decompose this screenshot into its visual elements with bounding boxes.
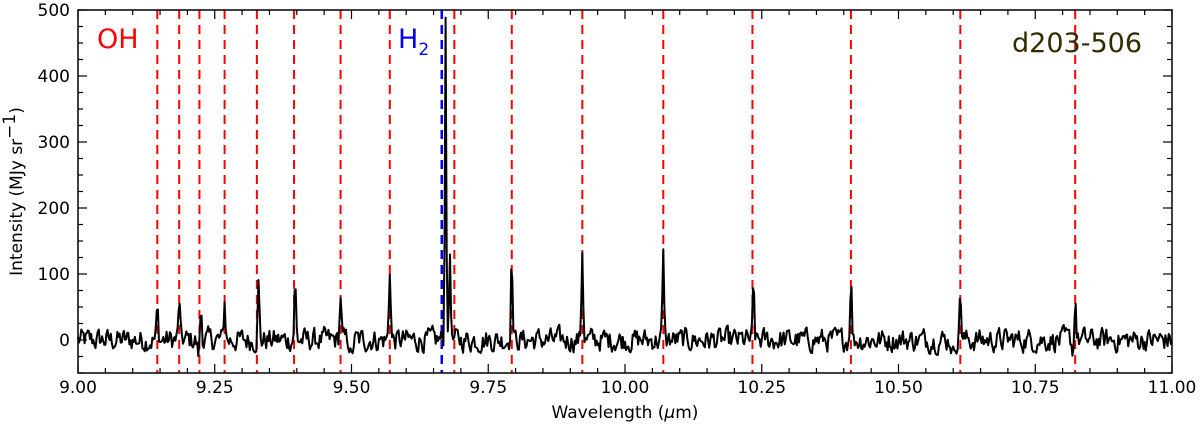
source-label: d203-506 xyxy=(1012,28,1142,59)
x-tick-label: 10.75 xyxy=(1011,378,1060,398)
x-tick-label: 9.75 xyxy=(469,378,507,398)
x-tick-label: 10.50 xyxy=(874,378,923,398)
y-tick-label: 200 xyxy=(38,199,70,219)
y-tick-label: 500 xyxy=(38,1,70,21)
x-tick-label: 9.25 xyxy=(196,378,234,398)
h2-label: H2 xyxy=(398,24,429,60)
x-tick-label: 11.00 xyxy=(1148,378,1197,398)
x-axis-label: Wavelength (μm) xyxy=(552,403,699,423)
y-tick-label: 100 xyxy=(38,265,70,285)
x-axis-label-mu: μ xyxy=(663,403,675,423)
x-tick-label: 10.25 xyxy=(737,378,786,398)
y-tick-label: 400 xyxy=(38,67,70,87)
plot-frame xyxy=(77,9,1173,374)
y-axis-label-text: Intensity (MJy sr xyxy=(7,139,27,276)
spectrum-line xyxy=(77,16,1173,358)
y-axis-label: Intensity (MJy sr−1) xyxy=(0,107,27,276)
ticks-group xyxy=(77,9,1173,374)
h2-label-text: H xyxy=(398,24,418,55)
x-axis-label-unit: m) xyxy=(675,403,698,423)
y-tick-label: 0 xyxy=(59,331,70,351)
oh-lines-group xyxy=(156,10,1077,373)
x-tick-label: 9.50 xyxy=(333,378,371,398)
x-tick-label: 9.00 xyxy=(59,378,97,398)
x-axis-label-text: Wavelength ( xyxy=(552,403,665,423)
h2-label-subscript: 2 xyxy=(418,40,429,60)
y-axis-label-exponent: −1 xyxy=(0,114,20,139)
y-axis-label-close: ) xyxy=(7,107,27,114)
y-tick-label: 300 xyxy=(38,133,70,153)
x-tick-label: 10.00 xyxy=(601,378,650,398)
tick-labels-group: 9.00 9.25 9.50 9.75 10.00 10.25 10.50 10.75 11.0… xyxy=(38,1,1197,398)
oh-label: OH xyxy=(97,24,139,55)
